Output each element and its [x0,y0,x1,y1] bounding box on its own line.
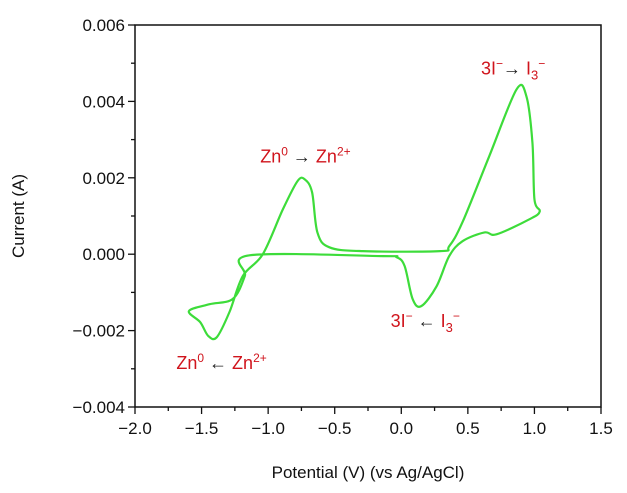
label-part: Zn [232,353,253,373]
label-part: 0 [197,351,204,365]
arrow-icon: ← [204,353,232,373]
zn-reduction-label: Zn0 ← Zn2+ [176,351,266,373]
label-part: 0 [281,145,288,159]
label-part: − [538,57,545,71]
label-part: Zn [260,147,281,167]
y-tick-label: 0.004 [82,92,125,111]
label-part: − [406,309,413,323]
x-axis-label: Potential (V) (vs Ag/AgCl) [272,463,465,482]
y-axis-label: Current (A) [9,174,28,258]
label-part: Zn [176,353,197,373]
label-part: 3I [481,59,496,79]
axes: −2.0 −1.5 −1.0 −0.5 0.0 0.5 1.0 1.5−0.004−0.002… [73,16,613,438]
x-tick-label: −1.0 [251,419,285,438]
iodide-oxidation-label: 3I−→ I3− [481,57,545,83]
label-part: − [453,309,460,323]
cv-curve [187,83,541,341]
arrow-icon: ← [413,311,441,331]
y-tick-label: 0.006 [82,16,125,35]
x-tick-label: 1.0 [523,419,547,438]
x-tick-label: −1.5 [185,419,219,438]
label-part: I [526,59,531,79]
label-part: − [496,57,503,71]
x-tick-label: 0.0 [389,419,413,438]
x-tick-label: 1.5 [589,419,613,438]
label-part: 2+ [253,351,267,365]
label-part: 2+ [337,145,351,159]
y-tick-label: −0.004 [73,398,125,417]
x-tick-label: −0.5 [318,419,352,438]
arrow-icon: → [288,147,316,167]
x-tick-label: 0.5 [456,419,480,438]
y-tick-label: −0.002 [73,322,125,341]
iodide-reduction-label: 3I− ← I3− [391,309,460,335]
label-part: 3I [391,311,406,331]
label-part: 3 [531,68,538,83]
x-tick-label: −2.0 [118,419,152,438]
annotations: Zn0 → Zn2+Zn0 ← Zn2+3I−→ I3−3I− ← I3− [176,57,545,373]
label-part: Zn [316,147,337,167]
y-tick-label: 0.002 [82,169,125,188]
label-part: I [441,311,446,331]
arrow-icon: → [503,59,526,79]
label-part: 3 [446,320,453,335]
y-tick-label: 0.000 [82,245,125,264]
zn-oxidation-label: Zn0 → Zn2+ [260,145,350,167]
